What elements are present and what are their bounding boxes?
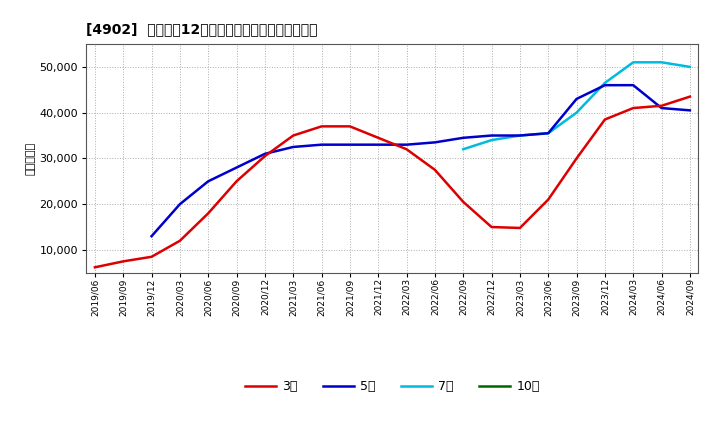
3年 bbox=[148, 254, 156, 260]
5年 bbox=[261, 151, 269, 157]
5年 bbox=[233, 165, 241, 170]
5年 bbox=[346, 142, 354, 147]
5年 bbox=[374, 142, 382, 147]
Line: 5年: 5年 bbox=[152, 85, 690, 236]
3年 bbox=[600, 117, 609, 122]
3年 bbox=[629, 106, 637, 111]
5年 bbox=[685, 108, 694, 113]
3年 bbox=[318, 124, 326, 129]
3年 bbox=[119, 259, 127, 264]
3年 bbox=[374, 135, 382, 140]
3年 bbox=[289, 133, 297, 138]
7年 bbox=[516, 133, 524, 138]
3年 bbox=[516, 225, 524, 231]
5年 bbox=[176, 202, 184, 207]
5年 bbox=[318, 142, 326, 147]
3年 bbox=[572, 156, 581, 161]
3年 bbox=[657, 103, 666, 108]
3年 bbox=[91, 265, 99, 270]
7年 bbox=[629, 60, 637, 65]
5年 bbox=[516, 133, 524, 138]
5年 bbox=[657, 106, 666, 111]
3年 bbox=[685, 94, 694, 99]
7年 bbox=[487, 137, 496, 143]
5年 bbox=[402, 142, 411, 147]
3年 bbox=[431, 167, 439, 172]
5年 bbox=[572, 96, 581, 102]
Line: 3年: 3年 bbox=[95, 97, 690, 268]
Line: 7年: 7年 bbox=[463, 62, 690, 149]
3年 bbox=[204, 211, 212, 216]
Y-axis label: （百万円）: （百万円） bbox=[25, 142, 35, 175]
5年 bbox=[289, 144, 297, 150]
7年 bbox=[657, 60, 666, 65]
3年 bbox=[487, 224, 496, 230]
7年 bbox=[685, 64, 694, 70]
5年 bbox=[600, 83, 609, 88]
3年 bbox=[346, 124, 354, 129]
3年 bbox=[544, 197, 552, 202]
5年 bbox=[459, 135, 467, 140]
3年 bbox=[233, 179, 241, 184]
3年 bbox=[176, 238, 184, 243]
3年 bbox=[261, 154, 269, 159]
5年 bbox=[629, 83, 637, 88]
7年 bbox=[459, 147, 467, 152]
5年 bbox=[204, 179, 212, 184]
5年 bbox=[148, 234, 156, 239]
5年 bbox=[544, 131, 552, 136]
3年 bbox=[402, 147, 411, 152]
5年 bbox=[487, 133, 496, 138]
7年 bbox=[544, 131, 552, 136]
5年 bbox=[431, 140, 439, 145]
Legend: 3年, 5年, 7年, 10年: 3年, 5年, 7年, 10年 bbox=[240, 375, 545, 398]
Text: [4902]  経常利益12か月移動合計の標準偏差の推移: [4902] 経常利益12か月移動合計の標準偏差の推移 bbox=[86, 22, 318, 36]
3年 bbox=[459, 199, 467, 205]
7年 bbox=[572, 110, 581, 115]
7年 bbox=[600, 80, 609, 85]
